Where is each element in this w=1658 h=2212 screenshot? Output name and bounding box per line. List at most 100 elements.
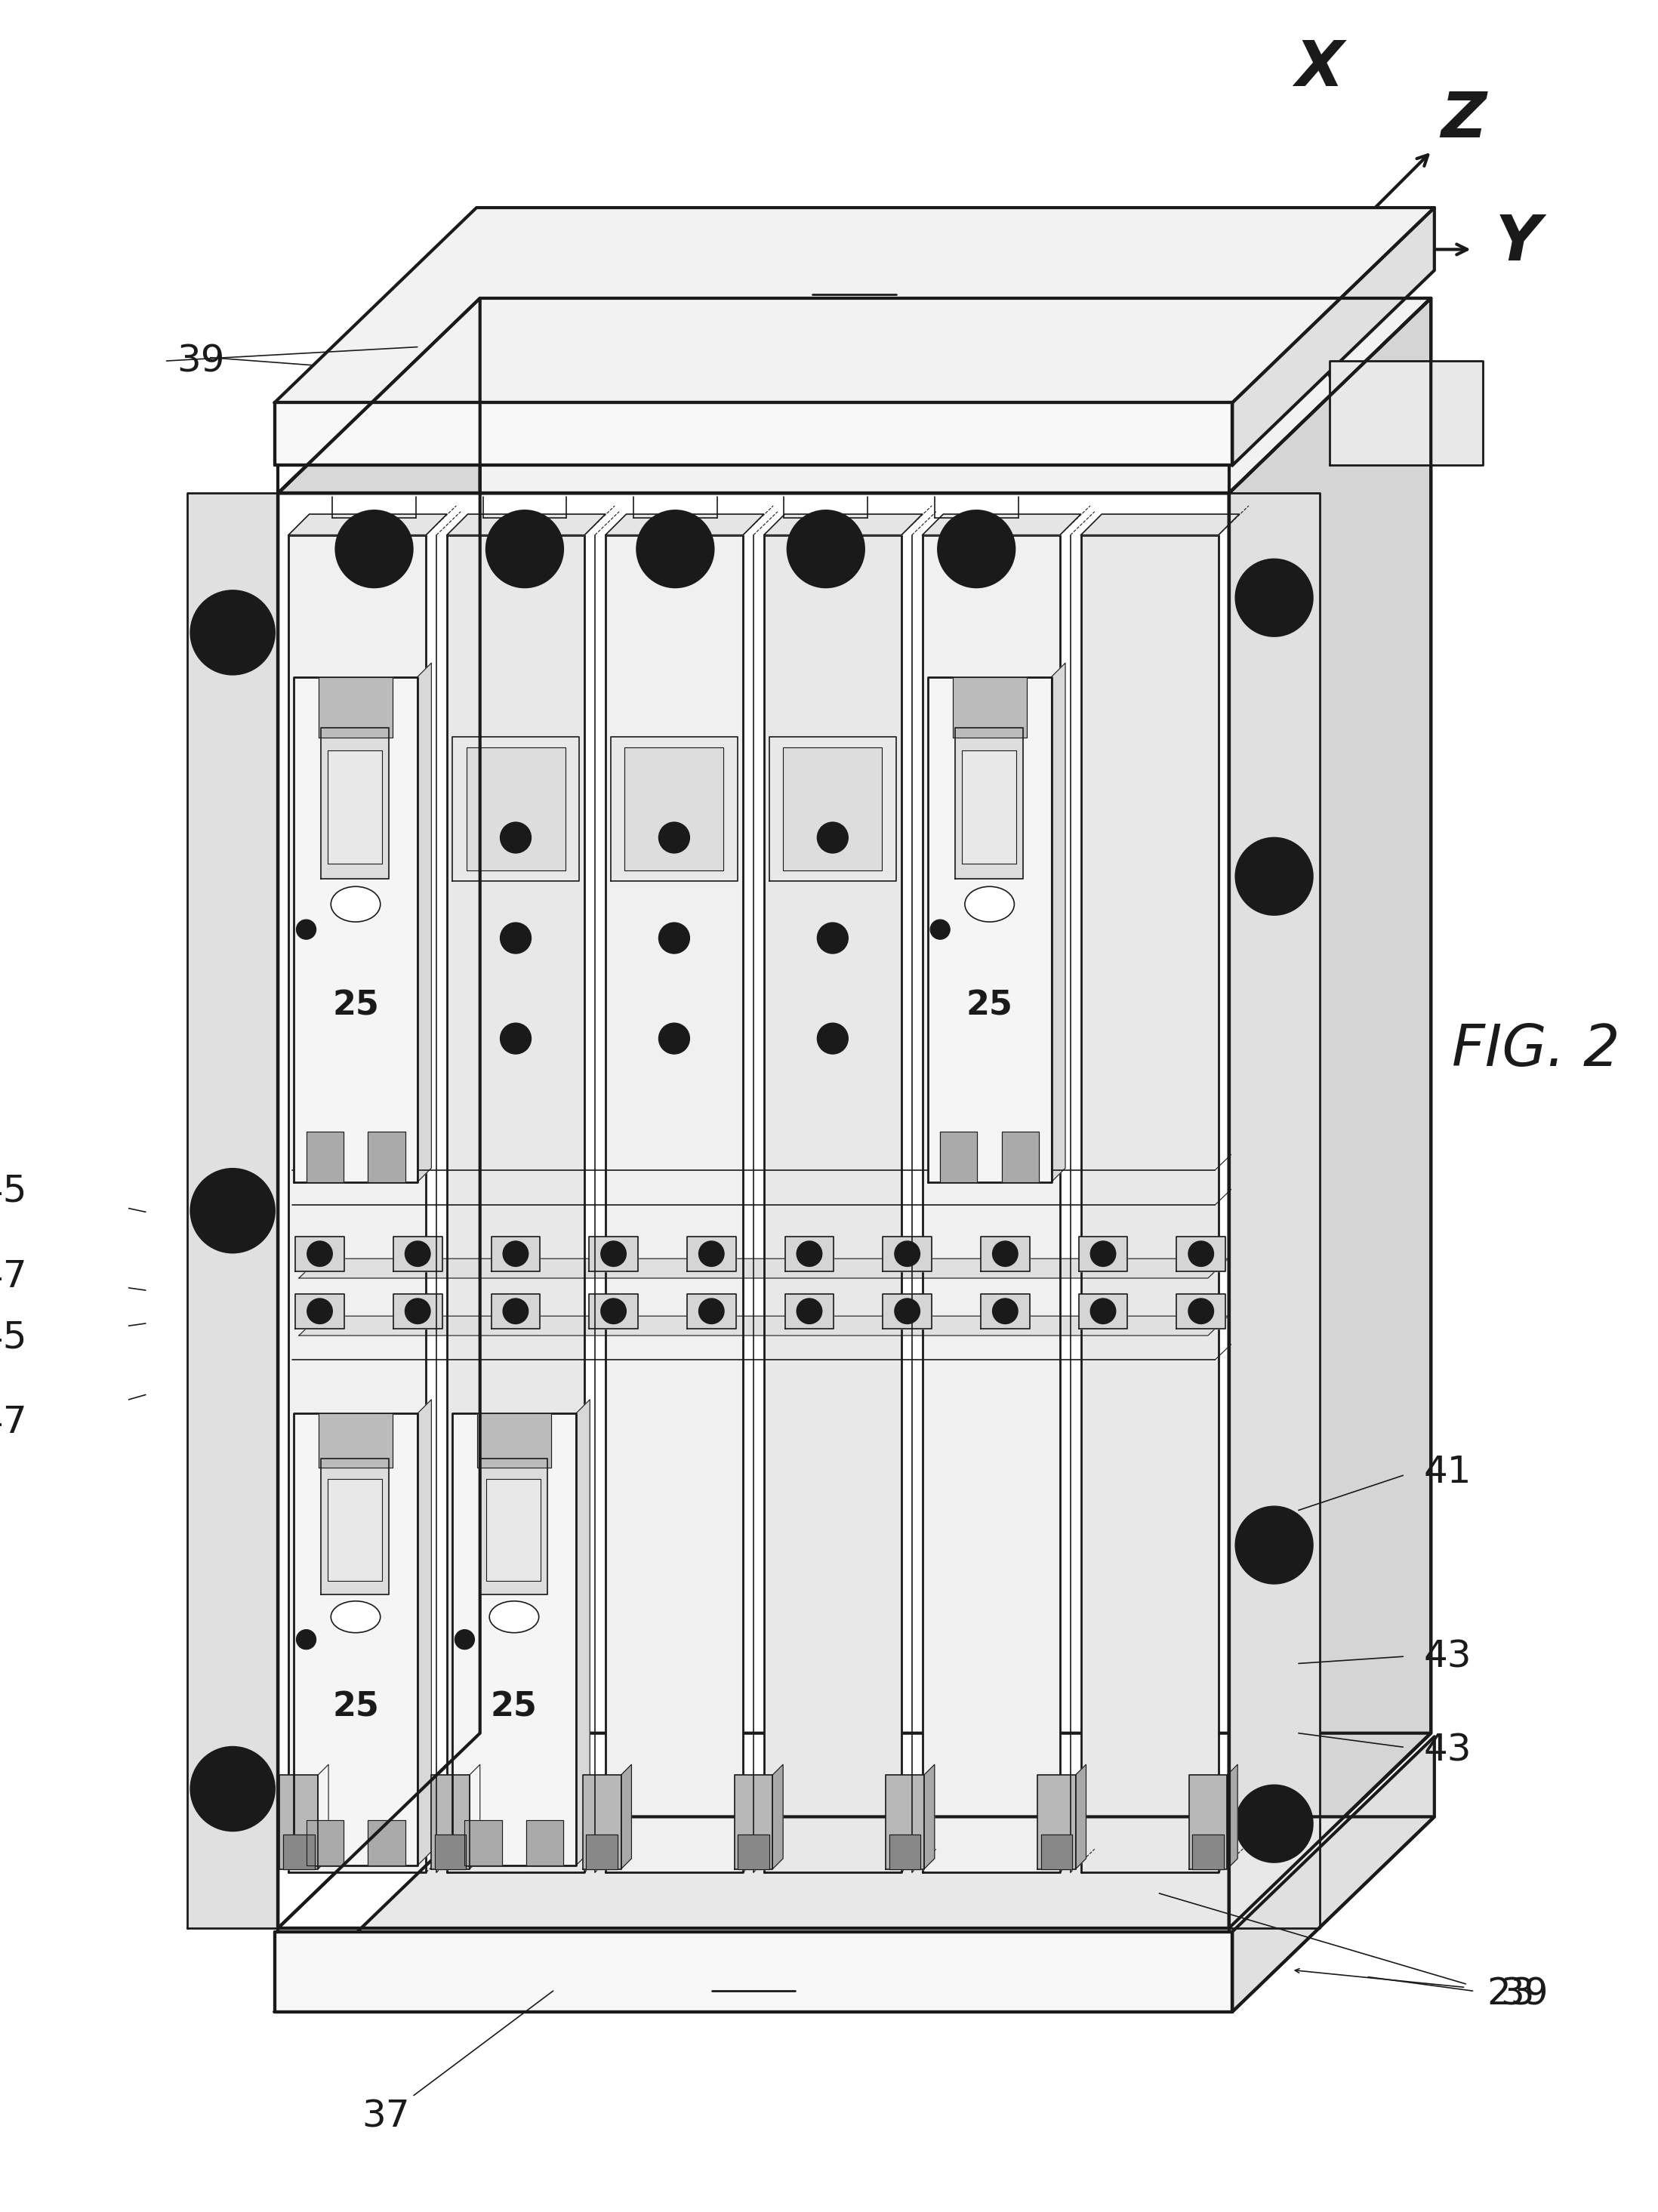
Polygon shape [187, 493, 279, 1929]
Circle shape [454, 1630, 474, 1650]
Polygon shape [982, 1237, 1030, 1272]
Circle shape [307, 1241, 332, 1265]
Circle shape [993, 1241, 1018, 1265]
Polygon shape [575, 1400, 590, 1865]
Text: 45: 45 [0, 1318, 27, 1356]
Circle shape [895, 1298, 920, 1323]
Polygon shape [486, 1480, 541, 1582]
Circle shape [1235, 1506, 1313, 1584]
Polygon shape [322, 1458, 390, 1595]
Polygon shape [1001, 1133, 1040, 1181]
Circle shape [366, 542, 381, 555]
Ellipse shape [332, 1601, 380, 1632]
Circle shape [797, 1298, 822, 1323]
Polygon shape [469, 1765, 479, 1869]
Circle shape [667, 931, 681, 945]
Circle shape [658, 922, 690, 953]
Circle shape [817, 1024, 847, 1053]
Circle shape [353, 529, 395, 571]
Polygon shape [587, 1834, 617, 1869]
Circle shape [600, 1241, 627, 1265]
Polygon shape [738, 1834, 769, 1869]
Polygon shape [1051, 664, 1066, 1181]
Text: 25: 25 [491, 1690, 537, 1723]
Polygon shape [764, 513, 922, 535]
Circle shape [501, 922, 531, 953]
Circle shape [1235, 1785, 1313, 1863]
Ellipse shape [332, 887, 380, 922]
Polygon shape [478, 1413, 550, 1469]
Polygon shape [328, 750, 383, 865]
Circle shape [501, 1024, 531, 1053]
Polygon shape [928, 677, 1051, 1181]
Text: Z: Z [1441, 88, 1486, 150]
Text: 45: 45 [0, 1172, 27, 1210]
Polygon shape [622, 1765, 632, 1869]
Ellipse shape [489, 1601, 539, 1632]
Polygon shape [1041, 1834, 1073, 1869]
Circle shape [788, 511, 864, 586]
Polygon shape [1330, 361, 1484, 465]
Polygon shape [582, 1774, 622, 1869]
Circle shape [600, 1298, 627, 1323]
Polygon shape [279, 493, 1229, 1929]
Polygon shape [280, 1774, 318, 1869]
Circle shape [826, 832, 839, 845]
Polygon shape [1177, 1237, 1225, 1272]
Circle shape [668, 542, 681, 555]
Polygon shape [279, 1734, 1431, 1929]
Polygon shape [922, 535, 1059, 1874]
Circle shape [509, 931, 522, 945]
Polygon shape [1038, 1774, 1076, 1869]
Polygon shape [783, 748, 882, 869]
Text: 43: 43 [1424, 1639, 1472, 1674]
Circle shape [501, 823, 531, 854]
Text: X: X [1295, 38, 1343, 100]
Polygon shape [279, 299, 479, 1929]
Polygon shape [298, 1259, 1229, 1279]
Polygon shape [764, 535, 902, 1874]
Circle shape [658, 1024, 690, 1053]
Circle shape [517, 542, 532, 555]
Polygon shape [479, 1458, 547, 1595]
Polygon shape [279, 299, 1431, 493]
Polygon shape [418, 664, 431, 1181]
Polygon shape [605, 535, 743, 1874]
Polygon shape [1079, 1237, 1127, 1272]
Circle shape [826, 931, 839, 945]
Polygon shape [434, 1834, 466, 1869]
Circle shape [826, 1031, 839, 1046]
Text: 23: 23 [1487, 1975, 1535, 2013]
Polygon shape [288, 535, 426, 1874]
Polygon shape [288, 513, 448, 535]
Polygon shape [962, 750, 1016, 865]
Polygon shape [275, 208, 1434, 403]
Polygon shape [882, 1237, 932, 1272]
Polygon shape [448, 535, 585, 1874]
Text: 25: 25 [967, 989, 1013, 1022]
Polygon shape [605, 513, 764, 535]
Polygon shape [889, 1834, 920, 1869]
Circle shape [1235, 838, 1313, 916]
Polygon shape [318, 1765, 328, 1869]
Polygon shape [295, 1294, 345, 1329]
Polygon shape [1177, 1294, 1225, 1329]
Polygon shape [734, 1774, 773, 1869]
Polygon shape [491, 1237, 541, 1272]
Text: Y: Y [1496, 212, 1540, 272]
Circle shape [700, 1241, 725, 1265]
Circle shape [502, 1241, 529, 1265]
Circle shape [191, 591, 275, 675]
Text: 37: 37 [361, 2099, 410, 2135]
Text: 41: 41 [1424, 1453, 1472, 1491]
Text: 47: 47 [0, 1259, 27, 1294]
Polygon shape [769, 737, 895, 880]
Polygon shape [464, 1820, 502, 1865]
Circle shape [1091, 1298, 1116, 1323]
Circle shape [817, 922, 847, 953]
Ellipse shape [965, 887, 1015, 922]
Polygon shape [322, 728, 390, 878]
Polygon shape [952, 677, 1026, 737]
Circle shape [895, 1241, 920, 1265]
Polygon shape [924, 1765, 935, 1869]
